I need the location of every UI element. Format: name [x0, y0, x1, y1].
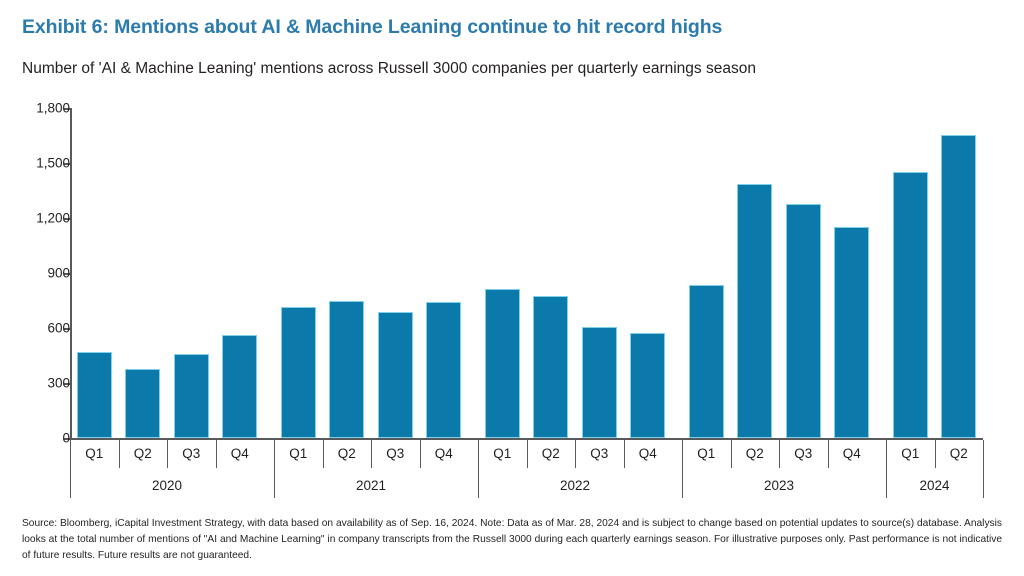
- y-axis-tick-mark: [64, 383, 70, 385]
- x-axis-quarter-label: Q4: [434, 446, 453, 461]
- x-axis-quarter-label: Q1: [289, 446, 308, 461]
- x-axis-quarter-separator: [167, 440, 169, 468]
- x-axis-quarter-separator: [623, 440, 625, 468]
- bar: [125, 369, 161, 438]
- x-axis-quarter-label: Q3: [386, 446, 405, 461]
- bar: [173, 353, 209, 438]
- y-axis-tick-label: 1,200: [36, 210, 70, 226]
- bar: [941, 134, 977, 438]
- x-axis-quarter-label: Q3: [590, 446, 609, 461]
- x-axis-quarter-separator: [934, 440, 936, 468]
- x-axis-year-separator: [682, 440, 684, 498]
- x-axis-year-separator: [983, 440, 985, 498]
- bar: [484, 288, 520, 438]
- x-axis-quarter-separator: [779, 440, 781, 468]
- y-axis-tick-mark: [64, 163, 70, 165]
- bar: [329, 300, 365, 438]
- x-axis-quarter-label: Q1: [493, 446, 512, 461]
- bar: [737, 184, 773, 438]
- x-axis-quarter-separator: [419, 440, 421, 468]
- x-axis-year-separator: [478, 440, 480, 498]
- y-axis-line: [70, 108, 72, 439]
- x-axis-year-separator: [70, 440, 72, 498]
- x-axis-quarter-separator: [215, 440, 217, 468]
- x-axis-year-label: 2024: [919, 478, 950, 493]
- bar: [222, 335, 258, 438]
- bar: [426, 302, 462, 438]
- y-axis-tick-label: 300: [47, 375, 70, 391]
- page-title: Exhibit 6: Mentions about AI & Machine L…: [22, 16, 723, 38]
- bar: [280, 306, 316, 438]
- x-axis-quarter-label: Q1: [697, 446, 716, 461]
- y-axis-tick-label: 0: [62, 430, 70, 446]
- bar: [533, 295, 569, 438]
- x-axis-year-label: 2023: [763, 478, 795, 493]
- x-axis-quarter-label: Q2: [337, 446, 356, 461]
- x-axis-quarter-label: Q4: [230, 446, 249, 461]
- x-axis-quarter-separator: [526, 440, 528, 468]
- bar: [377, 311, 413, 438]
- x-axis-year-label: 2022: [559, 478, 591, 493]
- y-axis-tick-mark: [64, 328, 70, 330]
- source-footnote: Source: Bloomberg, iCapital Investment S…: [22, 518, 1002, 561]
- y-axis-tick-mark: [64, 218, 70, 220]
- y-axis-tick-label: 900: [47, 265, 70, 281]
- bar: [630, 332, 666, 438]
- y-axis-tick-label: 1,800: [36, 100, 70, 116]
- y-axis-tick-mark: [64, 273, 70, 275]
- bar: [834, 227, 870, 438]
- x-axis-quarter-label: Q2: [133, 446, 152, 461]
- x-axis-quarter-separator: [118, 440, 120, 468]
- x-axis-quarter-label: Q2: [745, 446, 764, 461]
- bar: [785, 204, 821, 438]
- bar: [76, 351, 112, 438]
- x-axis-year-separator: [274, 440, 276, 498]
- x-axis-quarter-label: Q4: [842, 446, 861, 461]
- y-axis-tick-mark: [64, 438, 70, 440]
- x-axis-year-label: 2021: [355, 478, 387, 493]
- x-axis-quarter-label: Q4: [638, 446, 657, 461]
- x-axis-quarter-label: Q1: [901, 446, 920, 461]
- bar: [688, 284, 724, 438]
- x-axis-year-label: 2020: [151, 478, 183, 493]
- x-axis-quarter-separator: [827, 440, 829, 468]
- x-axis-quarter-label: Q3: [794, 446, 813, 461]
- x-axis-quarter-separator: [322, 440, 324, 468]
- bar: [892, 172, 928, 438]
- y-axis-tick-label: 1,500: [36, 155, 70, 171]
- x-axis-quarter-label: Q2: [949, 446, 968, 461]
- bar: [581, 327, 617, 438]
- x-axis-quarter-label: Q3: [182, 446, 201, 461]
- x-axis-quarter-separator: [730, 440, 732, 468]
- chart-subtitle: Number of 'AI & Machine Leaning' mention…: [22, 60, 756, 77]
- x-axis-quarter-label: Q2: [541, 446, 560, 461]
- x-axis-year-separator: [886, 440, 888, 498]
- x-axis-quarter-separator: [371, 440, 373, 468]
- y-axis-tick-mark: [64, 108, 70, 110]
- x-axis-quarter-separator: [575, 440, 577, 468]
- y-axis-tick-label: 600: [47, 320, 70, 336]
- x-axis-line: [70, 438, 983, 440]
- x-axis-quarter-label: Q1: [85, 446, 104, 461]
